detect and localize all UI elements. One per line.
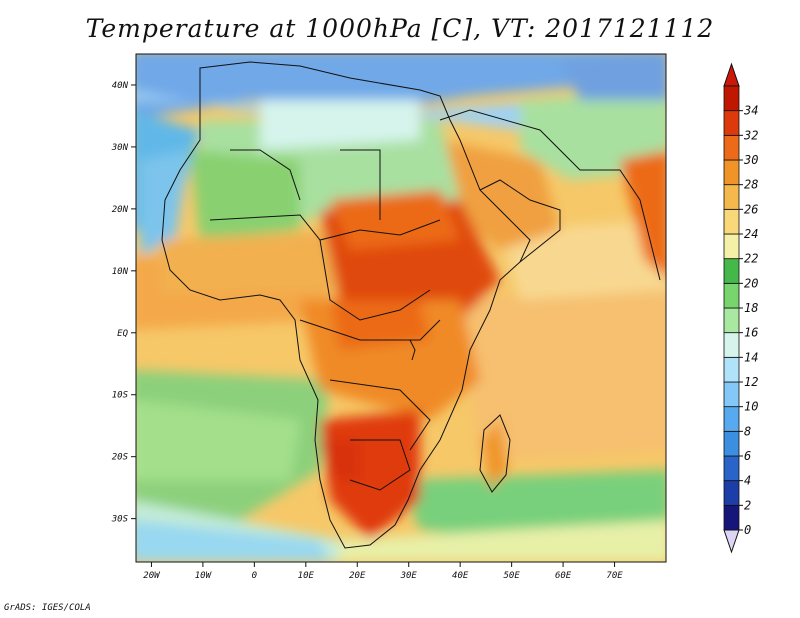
colorbar-level-label: 16 [744,326,758,340]
lat-tick-label: 20S [112,453,129,463]
temperature-field [136,54,666,562]
lon-tick-label: 50E [503,571,520,581]
latitude-axis: 40N 30N 20N 10N EQ 10S 20S 30S [111,81,136,525]
colorbar-level-label: 20 [744,276,758,290]
colorbar-level-label: 14 [744,350,758,364]
colorbar-level-label: 22 [744,252,758,266]
colorbar-swatch [723,480,740,506]
lat-tick-label: 20N [112,205,129,215]
colorbar-level-label: 8 [744,424,751,438]
lat-tick-label: 10N [112,267,129,277]
colorbar-level-label: 18 [744,301,758,315]
colorbar-swatch [723,332,740,358]
colorbar-swatch [723,282,740,309]
colorbar-level-label: 26 [744,202,758,216]
colorbar-swatch [723,110,740,136]
colorbar-swatch [723,381,740,408]
colorbar-swatch [723,184,740,210]
colorbar-swatch [723,134,740,161]
colorbar-swatch [723,406,740,432]
colorbar-level-label: 0 [744,523,751,537]
colorbar-swatch [723,356,740,383]
colorbar-swatch [723,504,740,531]
coastlines [161,61,661,549]
colorbar-level-label: 32 [743,128,758,142]
colorbar-swatch [723,307,740,334]
colorbar-swatch [723,159,740,186]
colorbar-swatch [723,455,740,482]
lon-tick-label: 30E [400,571,418,581]
colorbar-under-triangle [723,529,740,554]
lon-tick-label: 20W [143,571,161,581]
lat-tick-label: 30S [111,515,129,525]
lon-tick-label: 60E [555,571,572,581]
colorbar-level-label: 2 [744,498,751,512]
longitude-axis: 20W 10W 0 10E 20E 30E 40E 50E 60E 70E [143,562,623,581]
lon-tick-label: 70E [606,571,623,581]
colorbar-level-label: 28 [744,178,758,192]
lat-tick-label: 10S [112,391,129,401]
colorbar-swatch [723,258,740,284]
lat-tick-label: 40N [112,81,129,91]
colorbar-level-label: 34 [743,104,758,118]
colorbar-swatch [723,430,740,457]
grads-credit: GrADS: IGES/COLA [4,603,91,613]
map-title: Temperature at 1000hPa [C], VT: 20171211… [85,14,715,43]
colorbar-level-label: 12 [744,375,758,389]
lon-tick-label: 10E [298,571,315,581]
lat-tick-label: EQ [117,329,128,339]
colorbar-swatch [723,233,740,260]
lat-tick-label: 30N [111,143,129,153]
colorbar-level-label: 6 [744,449,751,463]
colorbar-level-label: 10 [744,400,758,414]
plot-frame [135,53,667,563]
colorbar-swatch [723,85,740,112]
colorbar-swatch [723,208,740,235]
lon-tick-label: 10W [195,571,213,581]
lon-tick-label: 0 [252,571,257,581]
colorbar-level-label: 24 [744,227,758,241]
colorbar-level-label: 30 [743,153,758,167]
lon-tick-label: 20E [349,571,366,581]
lon-tick-label: 40E [452,571,469,581]
colorbar-over-triangle [723,62,740,87]
colorbar-level-label: 4 [744,474,751,488]
